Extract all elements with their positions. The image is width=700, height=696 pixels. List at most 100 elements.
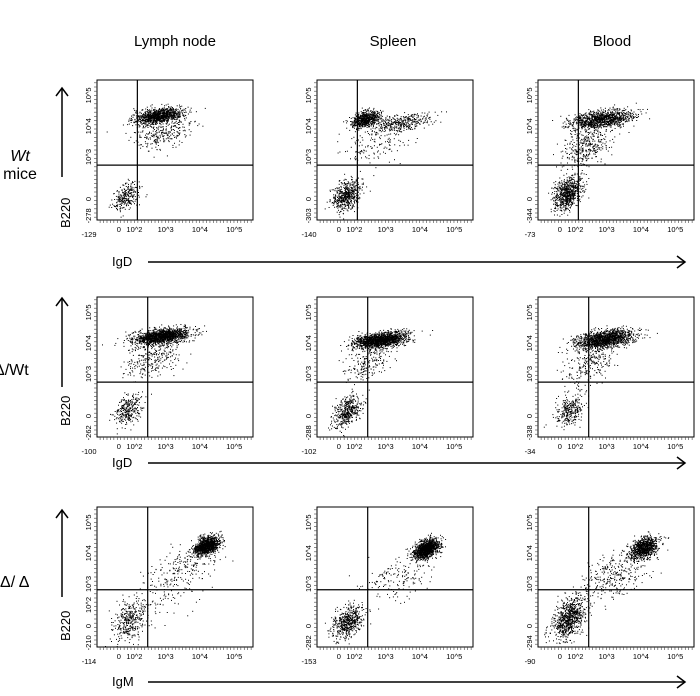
event-dot — [399, 163, 401, 165]
event-dot — [143, 115, 145, 117]
event-dot — [350, 193, 352, 195]
event-dot — [345, 194, 347, 196]
event-dot — [610, 131, 611, 133]
event-dot — [591, 114, 593, 116]
event-dot — [177, 110, 179, 112]
event-dot — [120, 198, 122, 200]
event-dot — [407, 126, 409, 127]
event-dot — [574, 159, 576, 161]
event-dot — [630, 116, 632, 118]
event-dot — [616, 112, 618, 114]
event-dot — [131, 200, 133, 202]
event-dot — [170, 138, 172, 140]
event-dot — [621, 120, 622, 122]
event-dot — [149, 138, 151, 140]
event-dot — [352, 125, 354, 127]
event-dot — [153, 140, 155, 142]
event-dot — [363, 152, 365, 154]
event-dot — [345, 197, 346, 199]
event-dot — [616, 123, 618, 125]
event-dot — [589, 149, 591, 151]
event-dot — [375, 117, 377, 119]
event-dot — [354, 141, 356, 143]
event-dot — [606, 118, 608, 120]
event-dot — [334, 196, 336, 198]
event-dot — [128, 199, 130, 201]
event-dot — [631, 115, 633, 117]
event-dot — [114, 205, 115, 207]
event-dot — [347, 197, 349, 199]
event-dot — [584, 136, 586, 138]
event-dot — [343, 193, 345, 195]
event-dot — [341, 196, 343, 198]
event-dot — [590, 144, 592, 145]
event-dot — [606, 121, 608, 123]
event-dot — [595, 119, 597, 121]
event-dot — [147, 127, 149, 128]
event-dot — [583, 119, 585, 121]
event-dot — [153, 118, 155, 120]
event-dot — [145, 121, 147, 123]
event-dot — [613, 109, 615, 111]
event-dot — [151, 107, 153, 109]
event-dot — [149, 109, 150, 111]
event-dot — [188, 129, 190, 131]
event-dot — [334, 200, 336, 202]
event-dot — [636, 120, 638, 121]
event-dot — [343, 194, 345, 196]
event-dot — [348, 201, 350, 203]
event-dot — [619, 124, 621, 125]
event-dot — [167, 118, 169, 120]
event-dot — [147, 133, 149, 135]
event-dot — [156, 114, 158, 116]
event-dot — [363, 110, 365, 111]
event-dot — [160, 109, 162, 111]
event-dot — [166, 114, 168, 116]
event-dot — [373, 119, 375, 121]
event-dot — [373, 115, 375, 117]
event-dot — [583, 154, 584, 155]
event-dot — [631, 118, 633, 120]
event-dot — [612, 121, 614, 123]
event-dot — [390, 133, 392, 135]
event-dot — [152, 113, 154, 115]
event-dot — [116, 190, 118, 192]
event-dot — [361, 120, 363, 122]
event-dot — [580, 114, 582, 116]
event-dot — [333, 202, 335, 204]
event-dot — [604, 122, 605, 124]
event-dot — [150, 115, 152, 117]
event-dot — [614, 115, 616, 117]
event-dot — [582, 150, 584, 152]
event-dot — [140, 119, 142, 121]
event-dot — [130, 119, 132, 121]
event-dot — [399, 125, 401, 127]
event-dot — [146, 106, 148, 108]
event-dot — [568, 158, 570, 160]
event-dot — [132, 125, 134, 127]
event-dot — [585, 123, 587, 125]
event-dot — [356, 179, 358, 181]
event-dot — [603, 119, 605, 121]
event-dot — [132, 196, 134, 197]
y-tick-label: -278 — [84, 208, 93, 223]
event-dot — [128, 204, 129, 206]
event-dot — [585, 160, 587, 162]
event-dot — [575, 145, 577, 147]
event-dot — [351, 121, 353, 123]
event-dot — [129, 207, 131, 209]
event-dot — [354, 199, 356, 201]
event-dot — [146, 136, 148, 138]
event-dot — [351, 124, 353, 126]
event-dot — [375, 126, 377, 128]
event-dot — [151, 113, 153, 115]
event-dot — [162, 136, 164, 138]
event-dot — [152, 123, 153, 125]
event-dot — [172, 116, 174, 118]
event-dot — [395, 134, 397, 136]
event-dot — [366, 122, 367, 124]
event-dot — [400, 131, 402, 133]
event-dot — [336, 191, 338, 193]
event-dot — [365, 118, 367, 120]
event-dot — [639, 109, 641, 111]
